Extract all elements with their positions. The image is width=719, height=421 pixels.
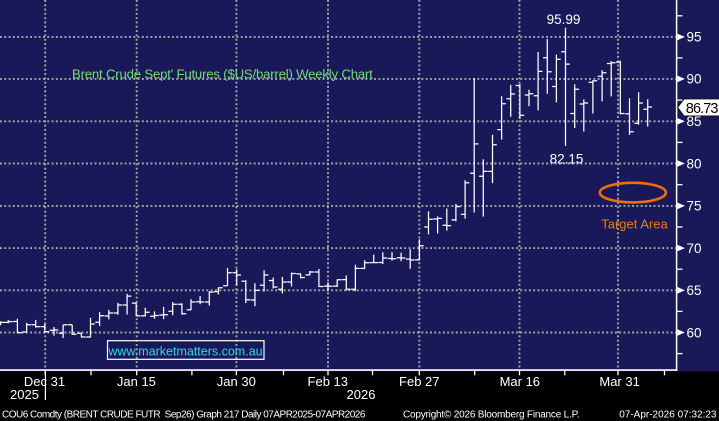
svg-text:85: 85 [687, 114, 702, 129]
svg-text:90: 90 [687, 72, 702, 87]
svg-text:Brent Crude Sept' Futures ($US: Brent Crude Sept' Futures ($US/barrel) W… [72, 66, 373, 81]
svg-text:2026: 2026 [347, 387, 376, 402]
svg-text:82.15: 82.15 [550, 152, 584, 167]
svg-text:Jan 15: Jan 15 [117, 374, 156, 389]
svg-text:86.73: 86.73 [686, 101, 719, 117]
svg-text:65: 65 [687, 283, 702, 298]
svg-text:75: 75 [687, 199, 702, 214]
svg-text:Jan 30: Jan 30 [217, 374, 256, 389]
svg-text:Dec 31: Dec 31 [24, 374, 65, 389]
svg-text:95: 95 [687, 30, 702, 45]
svg-text:Copyright© 2026 Bloomberg Fina: Copyright© 2026 Bloomberg Finance L.P. [403, 409, 579, 420]
svg-text:2025: 2025 [10, 387, 39, 402]
svg-text:07-Apr-2026 07:32:23: 07-Apr-2026 07:32:23 [619, 409, 717, 420]
svg-text:Mar 31: Mar 31 [599, 374, 639, 389]
svg-text:COU6 Comdty (BRENT CRUDE FUTR: COU6 Comdty (BRENT CRUDE FUTR Sep26) Gra… [2, 409, 366, 420]
svg-text:Target Area: Target Area [601, 216, 668, 231]
svg-text:70: 70 [687, 241, 702, 256]
svg-text:www.marketmatters.com.au: www.marketmatters.com.au [107, 344, 262, 358]
svg-text:Mar 16: Mar 16 [500, 374, 540, 389]
svg-text:95.99: 95.99 [547, 12, 581, 27]
svg-text:Feb 27: Feb 27 [399, 374, 439, 389]
svg-text:60: 60 [687, 325, 702, 340]
svg-text:Feb 13: Feb 13 [308, 374, 348, 389]
svg-text:80: 80 [687, 156, 702, 171]
